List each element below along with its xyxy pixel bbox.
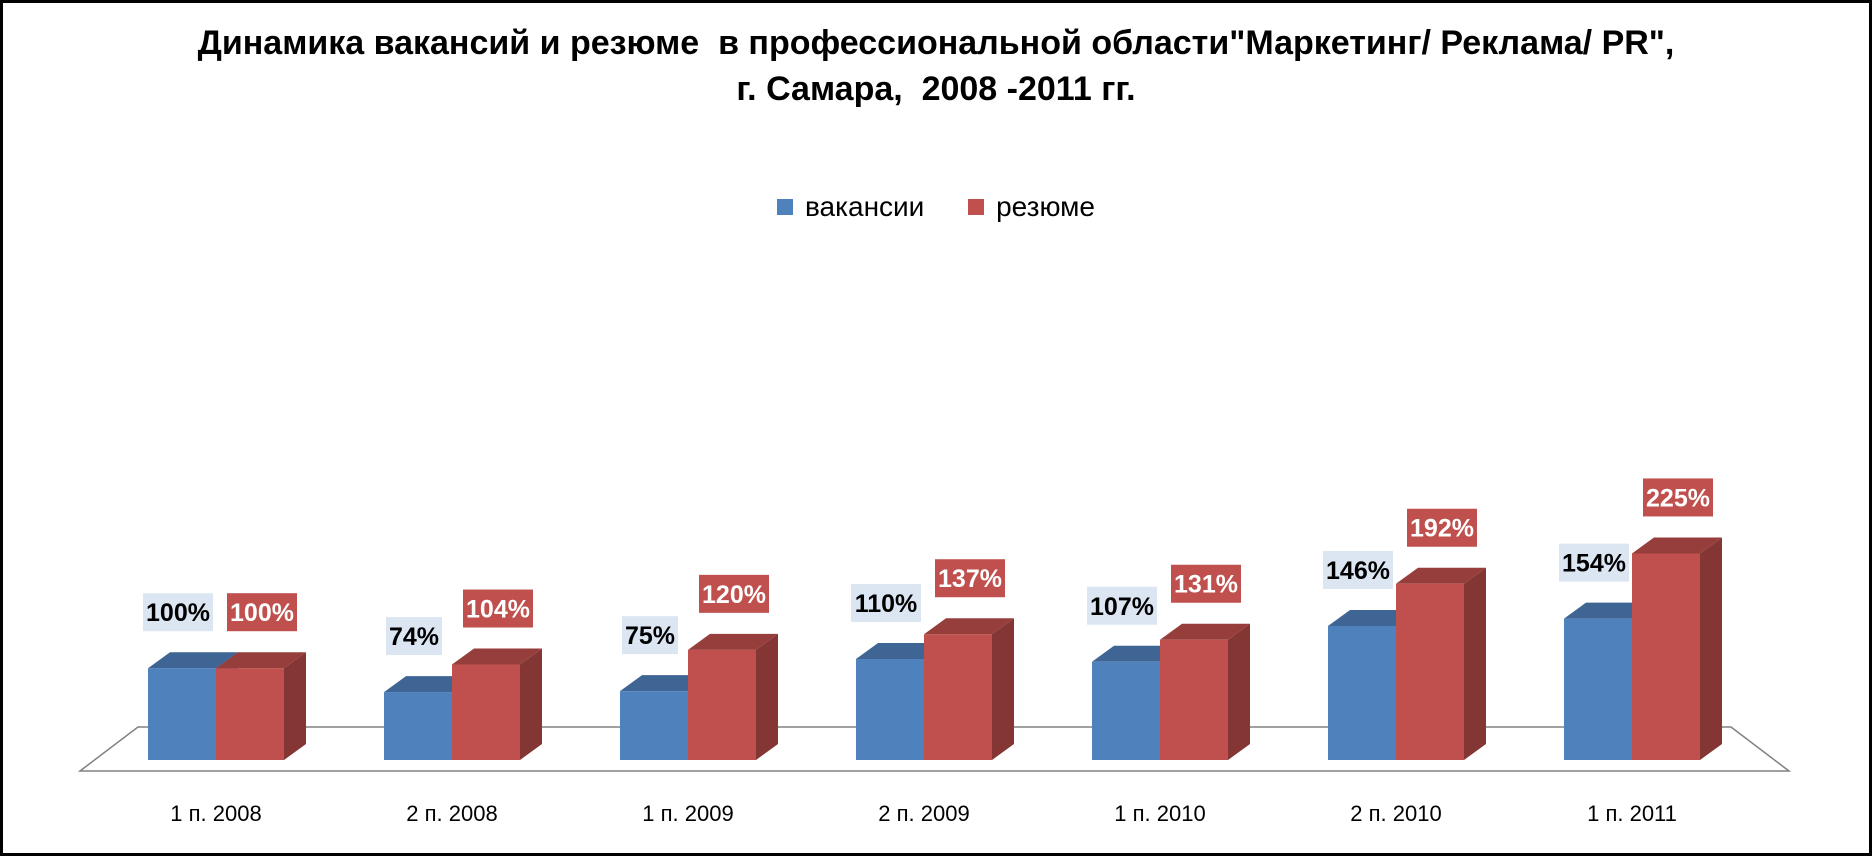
data-label-vacancies-4: 107% xyxy=(1090,593,1154,621)
data-label-resumes-4: 131% xyxy=(1174,571,1238,599)
data-label-bg-vacancies-3 xyxy=(851,584,921,623)
chart-title: Динамика вакансий и резюме в профессиона… xyxy=(0,20,1872,112)
data-label-bg-resumes-0 xyxy=(227,593,297,632)
legend-swatch-resumes xyxy=(968,199,985,215)
chart-title-line-1: Динамика вакансий и резюме в профессиона… xyxy=(197,24,1675,62)
bar-resumes-0 xyxy=(216,668,284,760)
data-label-resumes-0: 100% xyxy=(230,599,294,627)
data-label-bg-resumes-2 xyxy=(699,574,769,613)
bar-resumes-3 xyxy=(924,634,992,760)
x-tick-label-0: 1 п. 2008 xyxy=(170,801,261,826)
data-label-resumes-2: 120% xyxy=(702,581,766,609)
data-label-bg-resumes-1 xyxy=(463,589,533,628)
bar-vacancies-1 xyxy=(384,692,452,760)
data-label-bg-resumes-3 xyxy=(935,559,1005,598)
x-tick-label-3: 2 п. 2009 xyxy=(878,801,969,826)
bar-top-vacancies-0 xyxy=(148,652,238,669)
bar-resumes-4 xyxy=(1160,639,1228,760)
chart-title-line-2: г. Самара, 2008 -2011 гг. xyxy=(736,70,1136,108)
bar-side-resumes-5 xyxy=(1464,567,1486,760)
bar-vacancies-6 xyxy=(1564,618,1632,760)
data-label-bg-vacancies-0 xyxy=(143,593,213,632)
bar-resumes-1 xyxy=(452,664,520,760)
bar-top-vacancies-4 xyxy=(1092,645,1182,662)
bar-top-vacancies-6 xyxy=(1564,602,1654,619)
data-label-vacancies-5: 146% xyxy=(1326,557,1390,585)
bar-top-vacancies-5 xyxy=(1328,609,1418,626)
bar-side-resumes-2 xyxy=(756,633,778,760)
data-label-bg-vacancies-1 xyxy=(386,617,442,656)
legend-item-vacancies: вакансии xyxy=(777,191,924,223)
x-tick-label-2: 1 п. 2009 xyxy=(642,801,733,826)
x-tick-label-4: 1 п. 2010 xyxy=(1114,801,1205,826)
data-label-vacancies-6: 154% xyxy=(1562,550,1626,578)
x-tick-label-6: 1 п. 2011 xyxy=(1587,801,1677,826)
bar-vacancies-3 xyxy=(856,659,924,760)
x-tick-label-5: 2 п. 2010 xyxy=(1350,801,1441,826)
bar-side-resumes-4 xyxy=(1228,623,1250,760)
bar-vacancies-5 xyxy=(1328,625,1396,760)
data-label-bg-resumes-4 xyxy=(1171,564,1241,603)
chart-legend: вакансии резюме xyxy=(0,190,1872,223)
bar-vacancies-2 xyxy=(620,691,688,760)
legend-label-vacancies: вакансии xyxy=(805,191,925,222)
bar-top-resumes-2 xyxy=(688,633,778,650)
legend-swatch-vacancies xyxy=(777,199,793,215)
bar-top-resumes-4 xyxy=(1160,623,1250,640)
bar-resumes-5 xyxy=(1396,583,1464,760)
bar-top-vacancies-2 xyxy=(620,675,710,692)
data-label-resumes-5: 192% xyxy=(1410,515,1474,543)
data-label-bg-resumes-5 xyxy=(1407,508,1477,547)
data-label-bg-vacancies-4 xyxy=(1087,586,1157,625)
legend-label-resumes: резюме xyxy=(996,191,1095,222)
data-label-bg-vacancies-6 xyxy=(1559,543,1629,582)
data-label-bg-resumes-6 xyxy=(1643,478,1713,517)
bar-top-vacancies-3 xyxy=(856,643,946,660)
bar-top-resumes-3 xyxy=(924,618,1014,635)
bar-top-resumes-1 xyxy=(452,648,542,665)
data-label-resumes-6: 225% xyxy=(1646,484,1710,512)
data-label-vacancies-2: 75% xyxy=(625,622,675,650)
bar-side-resumes-1 xyxy=(520,648,542,760)
bar-side-resumes-6 xyxy=(1700,537,1722,760)
data-label-resumes-3: 137% xyxy=(938,565,1002,593)
bar-top-resumes-6 xyxy=(1632,537,1722,554)
bar-vacancies-0 xyxy=(148,668,216,760)
bar-resumes-2 xyxy=(688,649,756,760)
bar-resumes-6 xyxy=(1632,553,1700,760)
data-label-resumes-1: 104% xyxy=(466,596,530,624)
bar-top-resumes-0 xyxy=(216,652,306,669)
data-label-vacancies-0: 100% xyxy=(146,599,210,627)
bar-side-resumes-0 xyxy=(284,652,306,760)
data-label-vacancies-1: 74% xyxy=(389,623,439,651)
bar-vacancies-4 xyxy=(1092,661,1160,760)
bar-top-vacancies-1 xyxy=(384,676,474,693)
data-label-bg-vacancies-5 xyxy=(1323,550,1393,589)
legend-item-resumes: резюме xyxy=(968,191,1095,223)
data-label-vacancies-3: 110% xyxy=(855,590,918,618)
bar-top-resumes-5 xyxy=(1396,567,1486,584)
data-label-bg-vacancies-2 xyxy=(622,616,678,655)
bar-side-resumes-3 xyxy=(992,618,1014,760)
x-tick-label-1: 2 п. 2008 xyxy=(406,801,497,826)
